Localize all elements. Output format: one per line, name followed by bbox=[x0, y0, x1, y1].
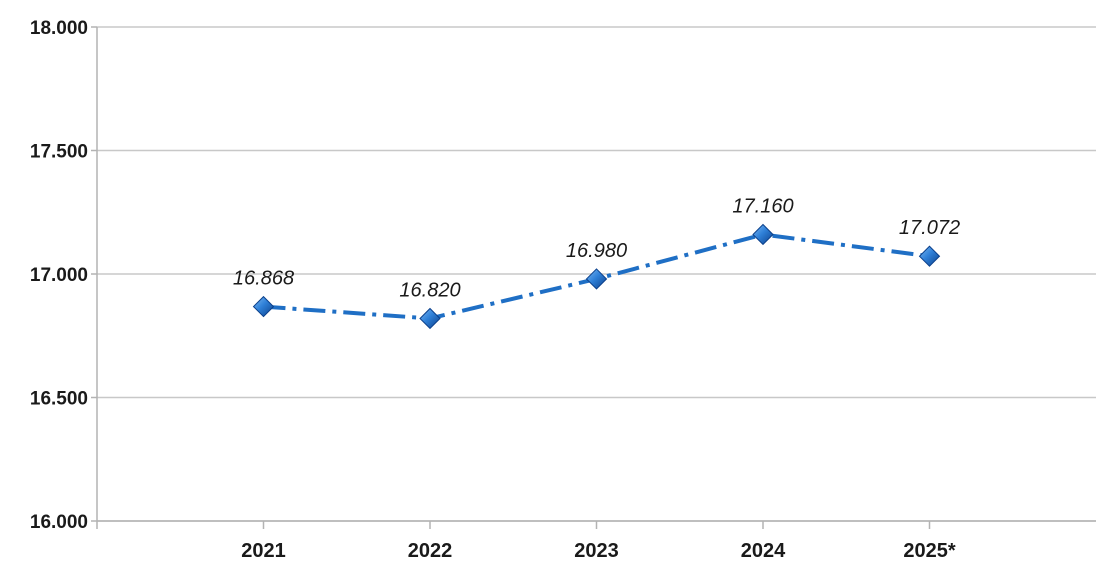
series-markers bbox=[252, 223, 941, 330]
data-point-marker bbox=[918, 245, 941, 267]
data-label: 17.160 bbox=[732, 195, 793, 217]
data-label: 16.980 bbox=[566, 240, 627, 262]
x-tick-label: 2022 bbox=[408, 540, 453, 562]
data-label: 16.868 bbox=[233, 268, 294, 290]
x-tick-label: 2023 bbox=[574, 540, 619, 562]
y-tick-label: 16.000 bbox=[30, 512, 88, 533]
data-label: 16.820 bbox=[399, 279, 460, 301]
x-axis-tick-labels: 2021 2022 2023 2024 2025* bbox=[241, 540, 956, 562]
data-labels: 16.868 16.820 16.980 17.160 17.072 bbox=[233, 195, 960, 301]
x-tick-label: 2021 bbox=[241, 540, 286, 562]
y-tick-label: 16.500 bbox=[30, 389, 88, 410]
y-axis-tick-labels: 16.000 16.500 17.000 17.500 18.000 bbox=[30, 18, 88, 533]
x-tick-label: 2025* bbox=[903, 540, 955, 562]
axes bbox=[91, 26, 1096, 529]
data-point-marker bbox=[419, 307, 441, 330]
x-tick-label: 2024 bbox=[741, 540, 786, 562]
y-tick-label: 17.000 bbox=[30, 265, 88, 286]
y-tick-label: 17.500 bbox=[30, 142, 88, 163]
data-label: 17.072 bbox=[899, 217, 960, 239]
data-point-marker bbox=[252, 295, 275, 318]
data-point-marker bbox=[585, 268, 608, 290]
data-point-marker bbox=[752, 223, 774, 246]
y-tick-label: 18.000 bbox=[30, 18, 88, 39]
